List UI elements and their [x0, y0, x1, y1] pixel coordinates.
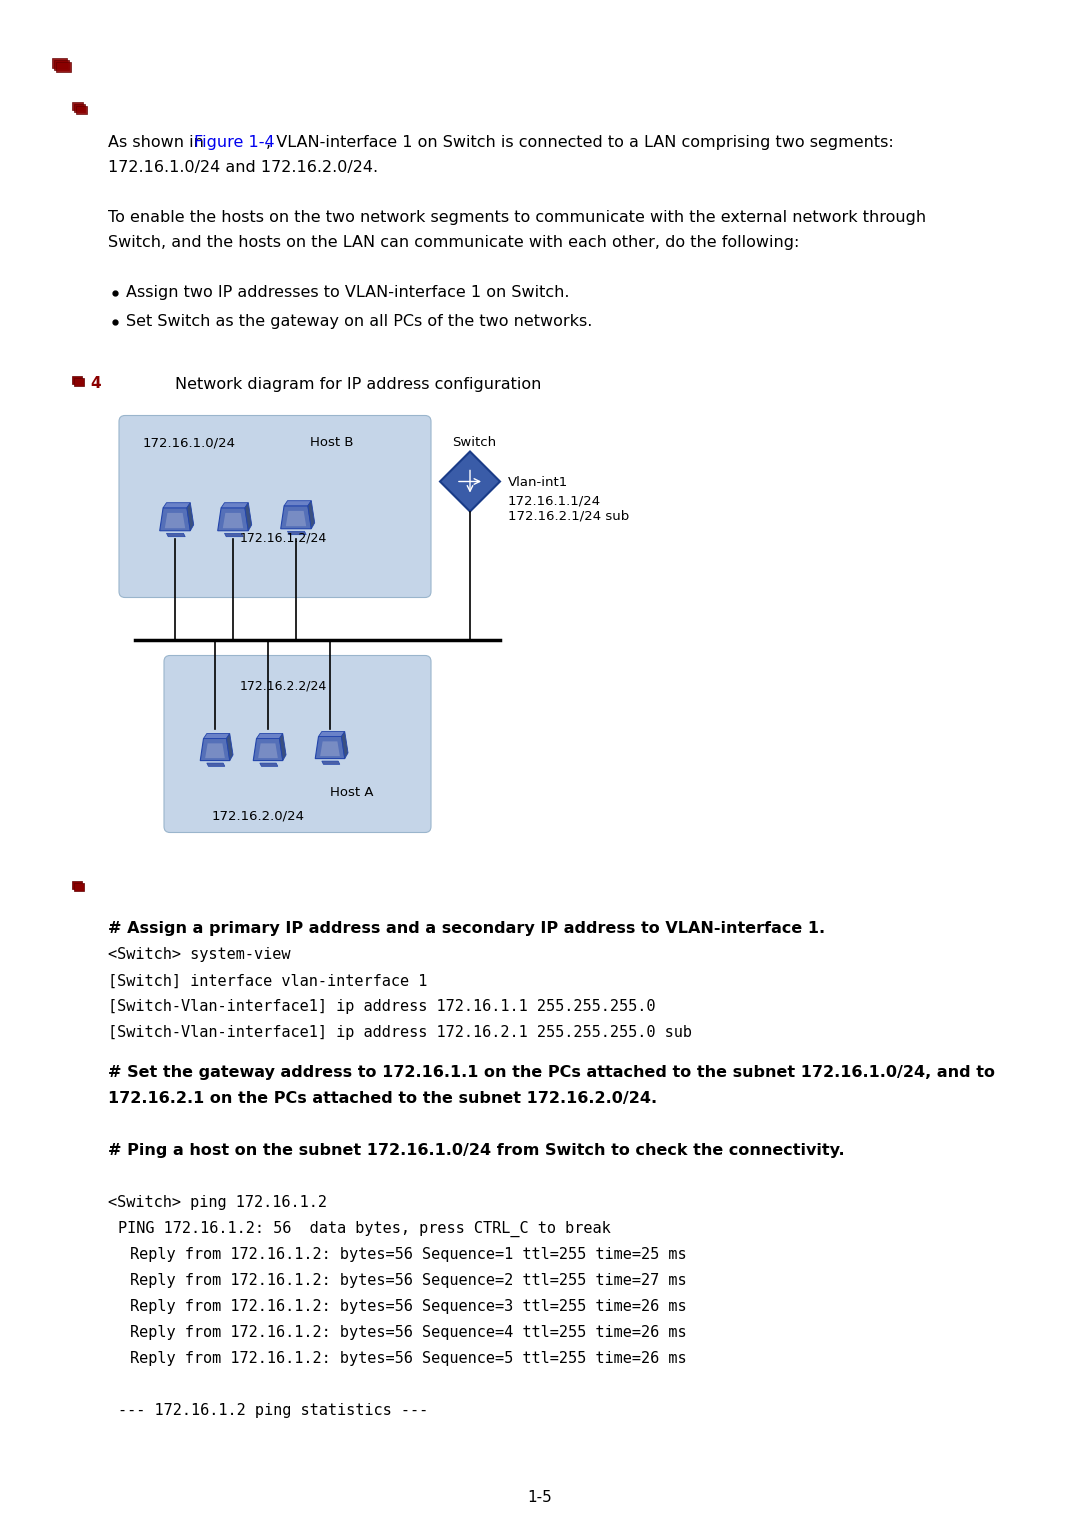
Polygon shape — [200, 739, 230, 760]
FancyBboxPatch shape — [71, 376, 82, 383]
FancyBboxPatch shape — [73, 883, 84, 890]
Text: 4: 4 — [90, 377, 100, 391]
Polygon shape — [322, 760, 340, 765]
Polygon shape — [284, 501, 311, 505]
Text: 172.16.1.1/24: 172.16.1.1/24 — [508, 495, 602, 507]
FancyBboxPatch shape — [73, 104, 84, 111]
Text: Reply from 172.16.1.2: bytes=56 Sequence=2 ttl=255 time=27 ms: Reply from 172.16.1.2: bytes=56 Sequence… — [130, 1272, 687, 1287]
Text: Assign two IP addresses to VLAN-interface 1 on Switch.: Assign two IP addresses to VLAN-interfac… — [126, 286, 569, 299]
Polygon shape — [221, 502, 248, 508]
Text: Reply from 172.16.1.2: bytes=56 Sequence=5 ttl=255 time=26 ms: Reply from 172.16.1.2: bytes=56 Sequence… — [130, 1350, 687, 1365]
Text: Vlan-int1: Vlan-int1 — [508, 476, 568, 490]
Text: # Assign a primary IP address and a secondary IP address to VLAN-interface 1.: # Assign a primary IP address and a seco… — [108, 921, 825, 936]
FancyBboxPatch shape — [55, 61, 70, 72]
FancyBboxPatch shape — [52, 58, 67, 69]
Text: Set Switch as the gateway on all PCs of the two networks.: Set Switch as the gateway on all PCs of … — [126, 315, 592, 328]
Polygon shape — [280, 733, 286, 760]
Polygon shape — [286, 512, 307, 527]
Polygon shape — [341, 731, 348, 759]
Polygon shape — [260, 764, 278, 767]
Text: <Switch> system-view: <Switch> system-view — [108, 947, 291, 962]
Text: 1-5: 1-5 — [528, 1490, 552, 1506]
Polygon shape — [205, 744, 225, 757]
Text: 172.16.2.1 on the PCs attached to the subnet 172.16.2.0/24.: 172.16.2.1 on the PCs attached to the su… — [108, 1090, 657, 1106]
Text: As shown in: As shown in — [108, 134, 210, 150]
FancyBboxPatch shape — [73, 379, 84, 386]
FancyBboxPatch shape — [71, 881, 82, 889]
FancyBboxPatch shape — [164, 655, 431, 832]
Polygon shape — [187, 502, 193, 531]
Polygon shape — [281, 505, 311, 528]
Text: Switch, and the hosts on the LAN can communicate with each other, do the followi: Switch, and the hosts on the LAN can com… — [108, 235, 799, 250]
Text: 172.16.2.0/24: 172.16.2.0/24 — [212, 809, 305, 823]
Polygon shape — [163, 502, 190, 508]
Polygon shape — [203, 733, 230, 739]
Text: PING 172.16.1.2: 56  data bytes, press CTRL_C to break: PING 172.16.1.2: 56 data bytes, press CT… — [118, 1220, 611, 1237]
Text: 172.16.2.2/24: 172.16.2.2/24 — [240, 680, 327, 693]
FancyBboxPatch shape — [71, 101, 82, 110]
Text: Reply from 172.16.1.2: bytes=56 Sequence=4 ttl=255 time=26 ms: Reply from 172.16.1.2: bytes=56 Sequence… — [130, 1324, 687, 1339]
Polygon shape — [227, 733, 233, 760]
Polygon shape — [440, 452, 500, 512]
Polygon shape — [319, 731, 345, 736]
Text: Host A: Host A — [330, 786, 374, 800]
FancyBboxPatch shape — [76, 105, 86, 113]
Polygon shape — [315, 736, 345, 759]
Polygon shape — [222, 513, 243, 528]
Polygon shape — [287, 531, 307, 534]
Polygon shape — [308, 501, 314, 528]
Text: 172.16.1.0/24 and 172.16.2.0/24.: 172.16.1.0/24 and 172.16.2.0/24. — [108, 160, 378, 176]
Text: Switch: Switch — [453, 437, 496, 449]
Polygon shape — [166, 533, 185, 536]
FancyBboxPatch shape — [54, 60, 68, 70]
Text: Figure 1-4: Figure 1-4 — [194, 134, 275, 150]
Text: # Ping a host on the subnet 172.16.1.0/24 from Switch to check the connectivity.: # Ping a host on the subnet 172.16.1.0/2… — [108, 1142, 845, 1157]
Polygon shape — [218, 508, 248, 531]
Text: [Switch-Vlan-interface1] ip address 172.16.1.1 255.255.255.0: [Switch-Vlan-interface1] ip address 172.… — [108, 1000, 656, 1014]
Text: Reply from 172.16.1.2: bytes=56 Sequence=1 ttl=255 time=25 ms: Reply from 172.16.1.2: bytes=56 Sequence… — [130, 1246, 687, 1261]
Polygon shape — [165, 513, 185, 528]
Text: Host B: Host B — [310, 437, 353, 449]
Polygon shape — [253, 739, 283, 760]
Polygon shape — [245, 502, 252, 531]
Text: <Switch> ping 172.16.1.2: <Switch> ping 172.16.1.2 — [108, 1194, 327, 1209]
Text: , VLAN-interface 1 on Switch is connected to a LAN comprising two segments:: , VLAN-interface 1 on Switch is connecte… — [267, 134, 894, 150]
Polygon shape — [225, 533, 243, 536]
Polygon shape — [258, 744, 278, 757]
Text: --- 172.16.1.2 ping statistics ---: --- 172.16.1.2 ping statistics --- — [118, 1402, 429, 1417]
Text: Reply from 172.16.1.2: bytes=56 Sequence=3 ttl=255 time=26 ms: Reply from 172.16.1.2: bytes=56 Sequence… — [130, 1298, 687, 1313]
FancyBboxPatch shape — [119, 415, 431, 597]
Text: # Set the gateway address to 172.16.1.1 on the PCs attached to the subnet 172.16: # Set the gateway address to 172.16.1.1 … — [108, 1064, 995, 1080]
Text: [Switch-Vlan-interface1] ip address 172.16.2.1 255.255.255.0 sub: [Switch-Vlan-interface1] ip address 172.… — [108, 1026, 692, 1040]
Polygon shape — [257, 733, 283, 739]
Text: [Switch] interface vlan-interface 1: [Switch] interface vlan-interface 1 — [108, 974, 428, 988]
Polygon shape — [206, 764, 225, 767]
Text: To enable the hosts on the two network segments to communicate with the external: To enable the hosts on the two network s… — [108, 211, 927, 224]
Polygon shape — [320, 742, 340, 756]
Polygon shape — [160, 508, 190, 531]
Text: Network diagram for IP address configuration: Network diagram for IP address configura… — [175, 377, 541, 391]
Text: 172.16.1.0/24: 172.16.1.0/24 — [143, 437, 237, 449]
Text: 172.16.1.2/24: 172.16.1.2/24 — [240, 531, 327, 545]
Text: 172.16.2.1/24 sub: 172.16.2.1/24 sub — [508, 510, 630, 522]
